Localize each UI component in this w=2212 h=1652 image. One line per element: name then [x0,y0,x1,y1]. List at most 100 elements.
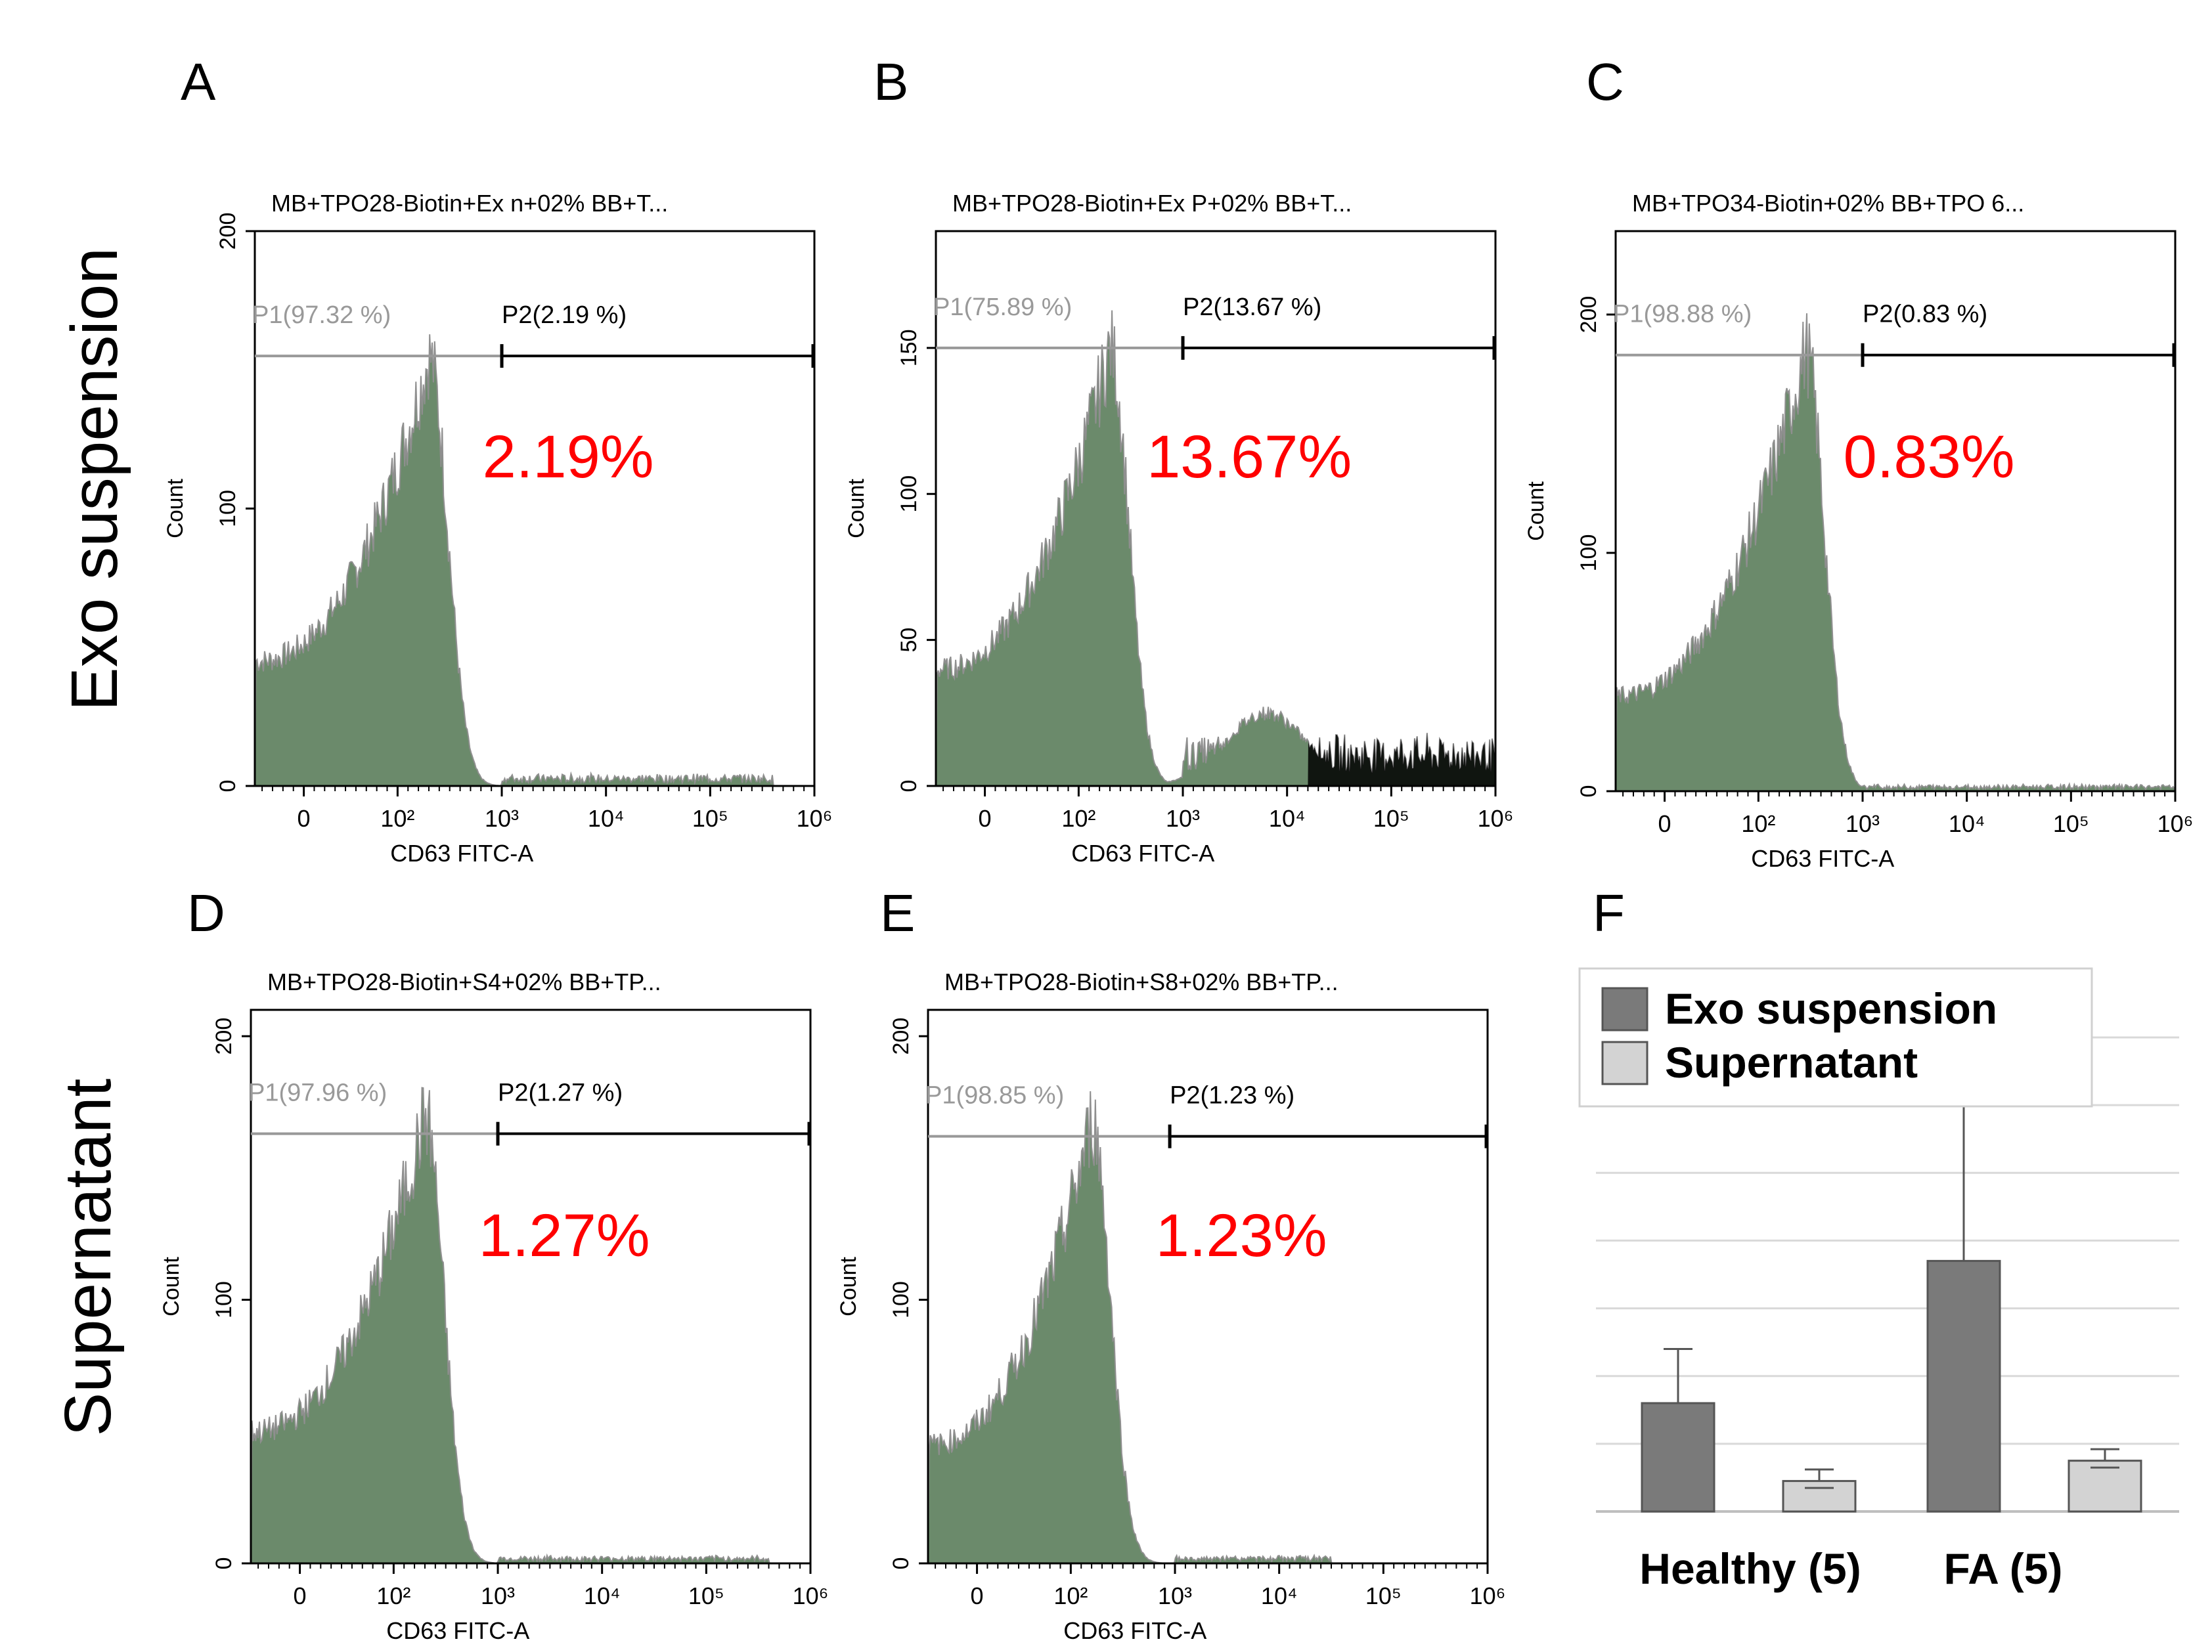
panel-letter-d: D [187,884,225,942]
x-tick-label: 10⁵ [688,1582,724,1609]
plot-title: MB+TPO28-Biotin+Ex n+02% BB+T... [271,190,668,217]
plot-title: MB+TPO28-Biotin+S4+02% BB+TP... [267,968,661,995]
y-tick-label: 150 [896,330,921,367]
x-tick-label: 0 [298,805,311,832]
gate-p2-label: P2(2.19 %) [502,301,627,329]
x-tick-label: 0 [971,1582,984,1609]
y-tick-label: 0 [215,780,240,793]
x-tick-label: 10³ [1846,810,1880,837]
y-tick-label: 200 [211,1018,236,1055]
x-tick-label: 10² [380,805,414,832]
plot-frame [1614,230,2177,793]
y-tick-label: 200 [1576,296,1601,334]
legend-label: Exo suspension [1665,984,1997,1033]
x-tick-label: 10² [1061,805,1095,832]
x-tick-label: 10³ [1158,1582,1192,1609]
gate-p2-label: P2(1.23 %) [1170,1082,1294,1110]
bar-supernatant-1 [2068,1460,2142,1513]
percent-highlight: 0.83% [1844,424,2015,490]
x-axis-label: CD63 FITC-A [386,1617,529,1644]
y-tick-label: 200 [215,213,240,250]
y-axis-label: Count [1524,481,1549,541]
x-axis-label: CD63 FITC-A [1063,1617,1206,1644]
histogram-panel-e: 0 10² 10³ 10⁴ 10⁵ 10⁶ 0 100 200 CD63 FITC-A Count M… [836,968,1505,1644]
category-label: Healthy (5) [1639,1544,1861,1593]
y-axis-label: Count [159,1257,184,1316]
percent-highlight: 13.67% [1147,424,1352,490]
x-axis-label: CD63 FITC-A [1071,840,1214,867]
x-tick-label: 10⁴ [1269,805,1306,832]
x-tick-label: 10⁶ [797,805,833,832]
x-tick-label: 10³ [481,1582,515,1609]
panel-letter-a: A [181,53,216,111]
histogram-area [927,1091,1488,1564]
x-tick-label: 10⁶ [1478,805,1514,832]
gate-p1-label: P1(98.88 %) [1613,301,1752,328]
plot-frame [927,1009,1489,1565]
plot-title: MB+TPO28-Biotin+S8+02% BB+TP... [944,968,1338,995]
gate-p1-label: P1(98.85 %) [925,1082,1064,1110]
legend-label: Supernatant [1665,1038,1918,1087]
histogram-panels: 0 10² 10³ 10⁴ 10⁵ 10⁶ 0 100 200 CD63 FITC-A Count M… [159,190,2193,1644]
category-label: FA (5) [1944,1544,2063,1593]
row-label-exo-suspension: Exo suspension [58,248,131,711]
x-tick-label: 10⁴ [584,1582,621,1609]
bar-supernatant-0 [1782,1480,1857,1513]
gate-p1-label: P1(97.32 %) [252,301,391,329]
x-tick-label: 10⁵ [1365,1582,1402,1609]
histogram-panel-a: 0 10² 10³ 10⁴ 10⁵ 10⁶ 0 100 200 CD63 FITC-A Count M… [163,190,832,867]
x-tick-label: 10³ [485,805,519,832]
panel-letter-c: C [1586,53,1624,111]
y-tick-label: 0 [211,1557,236,1570]
panel-letter-b: B [874,53,908,111]
y-tick-label: 100 [215,490,240,527]
x-tick-label: 10⁴ [1261,1582,1298,1609]
histogram-panel-c: 0 10² 10³ 10⁴ 10⁵ 10⁶ 0 100 200 CD63 FITC-A Count M… [1524,190,2193,872]
y-tick-label: 0 [1576,785,1601,798]
x-tick-label: 10² [376,1582,410,1609]
gate-p2-label: P2(1.27 %) [498,1079,623,1107]
x-tick-label: 10⁵ [2053,810,2089,837]
x-tick-label: 10³ [1166,805,1200,832]
x-axis-label: CD63 FITC-A [1751,845,1894,872]
bar-chart-panel-f: Healthy (5) FA (5) Exo suspension Supernata… [1578,967,2179,1593]
histogram-panel-d: 0 10² 10³ 10⁴ 10⁵ 10⁶ 0 100 200 CD63 FITC-A Count M… [159,968,828,1644]
plot-frame [250,1009,812,1565]
x-tick-label: 10⁵ [692,805,728,832]
y-axis-label: Count [163,479,188,538]
gate-p1-label: P1(97.96 %) [248,1079,387,1107]
x-axis-label: CD63 FITC-A [390,840,533,867]
histogram-area [250,1087,810,1564]
histogram-area [1614,313,2177,792]
y-tick-label: 0 [896,780,921,793]
plot-title: MB+TPO28-Biotin+Ex P+02% BB+T... [952,190,1352,217]
row-label-supernatant: Supernatant [51,1078,125,1436]
y-tick-label: 200 [889,1018,914,1055]
percent-highlight: 2.19% [483,424,654,490]
x-tick-label: 0 [294,1582,307,1609]
y-tick-label: 100 [889,1281,914,1318]
panel-letter-f: F [1593,884,1625,942]
legend-box [1578,967,2093,1108]
histogram-positive-tail [1308,733,1495,786]
histogram-area [254,334,814,787]
y-tick-label: 100 [211,1281,236,1318]
y-axis-label: Count [836,1257,861,1316]
x-tick-label: 10⁵ [1373,805,1409,832]
y-tick-label: 50 [896,628,921,653]
x-tick-label: 10⁶ [1470,1582,1506,1609]
panel-letter-e: E [880,884,915,942]
percent-highlight: 1.23% [1156,1202,1327,1269]
x-tick-label: 10⁴ [1949,810,1985,837]
gate-p2-label: P2(0.83 %) [1863,301,1987,328]
x-tick-label: 0 [979,805,992,832]
bar-exo-0 [1641,1402,1715,1513]
y-axis-label: Count [844,479,869,538]
legend: Exo suspension Supernatant [1578,967,2093,1108]
percent-highlight: 1.27% [479,1202,650,1269]
y-tick-label: 0 [889,1557,914,1570]
y-tick-label: 100 [1576,534,1601,572]
y-tick-label: 100 [896,475,921,513]
x-tick-label: 10⁶ [2157,810,2194,837]
